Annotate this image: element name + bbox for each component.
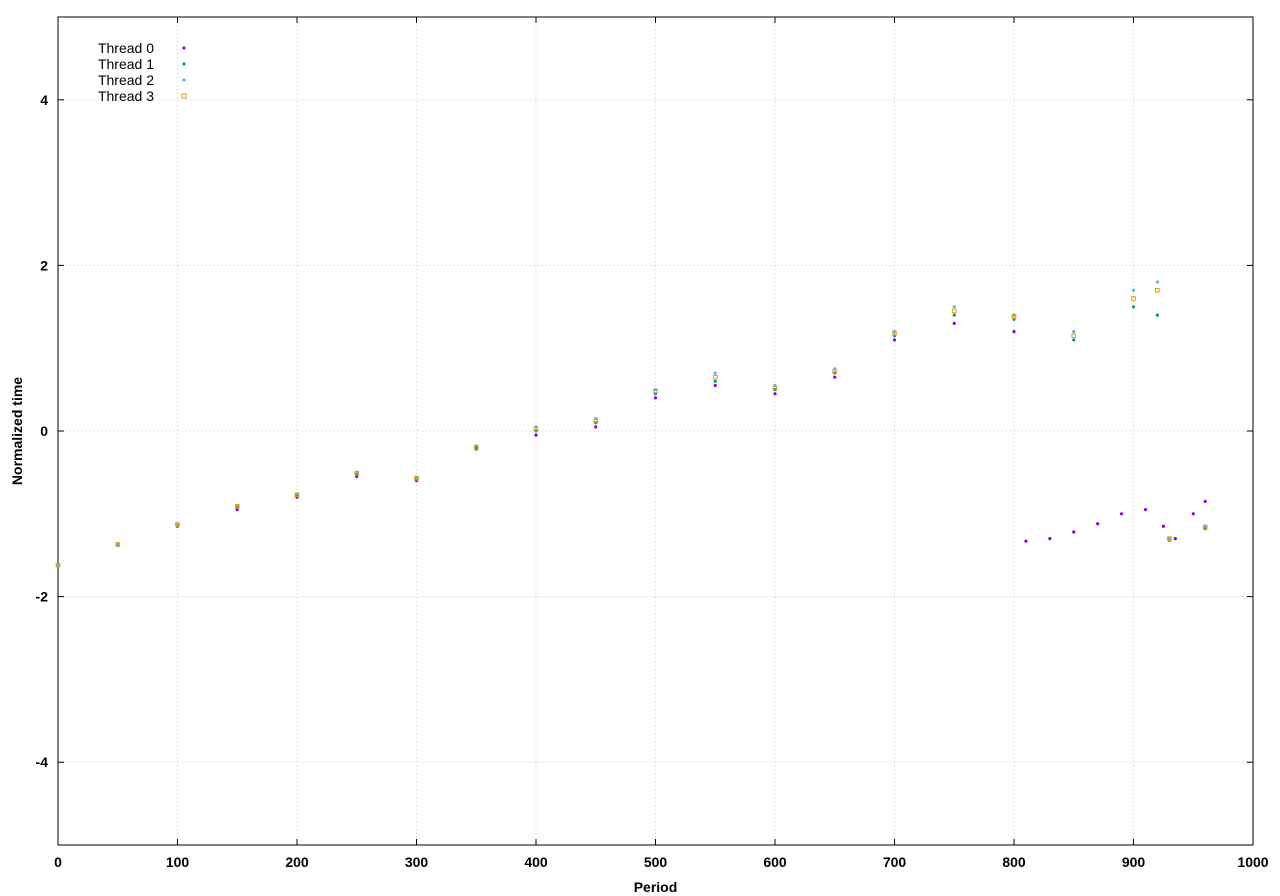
data-point <box>1155 287 1160 293</box>
y-axis-title: Normalized time <box>9 377 25 485</box>
legend-marker <box>182 46 186 50</box>
data-point <box>952 305 956 309</box>
x-axis-title: Period <box>634 879 678 895</box>
legend-label: Thread 3 <box>98 88 154 104</box>
data-point <box>892 330 897 336</box>
data-point <box>713 371 717 375</box>
data-point <box>1143 508 1148 512</box>
data-point <box>1012 330 1016 334</box>
data-point <box>712 374 718 380</box>
data-point <box>473 445 479 450</box>
data-point <box>533 427 539 432</box>
data-point <box>653 396 658 400</box>
data-point <box>234 504 240 509</box>
data-point <box>175 522 180 527</box>
y-tick-label: 0 <box>40 423 48 439</box>
data-point <box>1203 499 1207 503</box>
data-point <box>56 563 60 567</box>
data-point <box>1048 537 1052 541</box>
legend-marker <box>182 62 186 66</box>
data-point <box>1173 537 1177 541</box>
data-point <box>713 383 717 388</box>
data-point <box>116 542 120 547</box>
data-point <box>1167 536 1172 541</box>
data-point <box>1131 305 1136 309</box>
data-point <box>832 369 838 374</box>
data-point <box>1072 338 1076 342</box>
data-point <box>1131 296 1136 301</box>
data-point <box>294 492 300 498</box>
data-point <box>892 338 897 342</box>
data-point <box>175 522 180 527</box>
data-point <box>1155 313 1159 317</box>
data-point <box>1072 530 1076 534</box>
legend-label: Thread 2 <box>98 72 154 88</box>
x-tick-label: 1000 <box>1237 854 1268 870</box>
data-point <box>355 474 359 479</box>
data-point <box>1071 333 1077 339</box>
x-tick-label: 900 <box>1122 854 1146 870</box>
data-point <box>1202 524 1208 530</box>
data-point <box>773 392 777 396</box>
y-tick-label: -4 <box>36 754 49 770</box>
data-point <box>952 321 956 325</box>
data-point <box>1167 537 1171 541</box>
x-tick-label: 100 <box>166 854 190 870</box>
x-tick-label: 0 <box>54 854 62 870</box>
data-point <box>55 562 61 568</box>
x-tick-label: 700 <box>883 854 907 870</box>
y-tick-label: 4 <box>40 92 48 108</box>
data-point <box>235 508 239 512</box>
data-point <box>1024 539 1028 543</box>
x-tick-label: 400 <box>524 854 548 870</box>
data-point <box>115 542 121 547</box>
y-tick-labels: -4 -2 0 2 4 <box>36 92 49 770</box>
data-point <box>1155 280 1159 284</box>
x-tick-label: 800 <box>1002 854 1026 870</box>
axis-ticks <box>57 17 1254 845</box>
series-points <box>56 321 1207 567</box>
grid-lines <box>58 17 1253 845</box>
legend-label: Thread 1 <box>98 56 154 72</box>
series-points <box>56 305 1207 568</box>
series-points <box>56 280 1207 567</box>
data-point <box>594 425 598 429</box>
data-point <box>653 388 658 394</box>
data-point <box>1096 522 1100 526</box>
data-point <box>1072 330 1076 334</box>
data-point <box>951 308 957 314</box>
legend-marker <box>182 78 186 82</box>
data-point <box>534 433 538 437</box>
y-tick-label: -2 <box>36 589 49 605</box>
data-point <box>414 475 419 481</box>
legend-marker <box>181 93 187 99</box>
y-tick-label: 2 <box>40 257 48 273</box>
legend-label: Thread 0 <box>98 40 154 56</box>
x-tick-label: 600 <box>763 854 787 870</box>
data-point <box>1161 524 1165 528</box>
x-tick-label: 300 <box>405 854 429 870</box>
series-points <box>55 287 1208 568</box>
x-tick-label: 200 <box>285 854 309 870</box>
data-point <box>1191 512 1195 516</box>
data-point <box>952 313 956 317</box>
data-points <box>55 280 1208 568</box>
data-point <box>1119 512 1124 516</box>
data-point <box>713 379 717 383</box>
data-point <box>1131 288 1136 292</box>
x-tick-labels: 0 100 200 300 400 500 600 700 800 900 1000 <box>54 854 1269 870</box>
x-tick-label: 500 <box>644 854 668 870</box>
data-point <box>772 385 778 391</box>
data-point <box>833 375 837 379</box>
data-point <box>593 418 599 424</box>
data-point <box>1011 314 1017 320</box>
data-point <box>354 470 360 476</box>
